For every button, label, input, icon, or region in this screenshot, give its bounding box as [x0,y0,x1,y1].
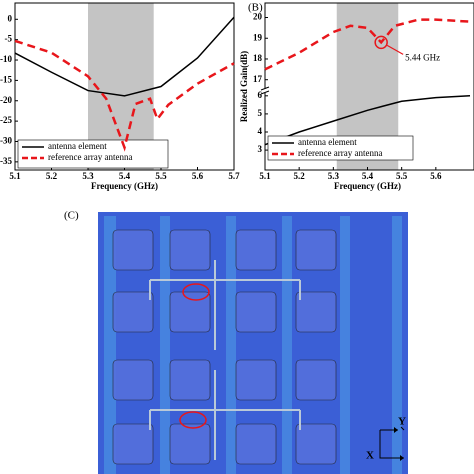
plot-frame [264,2,474,171]
y-tick-label: 4 [258,126,263,136]
panel-label: (C) [64,210,79,222]
y-tick-label: -25 [0,115,12,125]
y-tick-label: -15 [0,74,12,84]
feed-network [149,260,301,460]
axis-label: Y [398,416,406,428]
axis-break [260,86,270,95]
x-tick-label: 5.1 [259,171,271,181]
x-tick-label: 5.5 [396,171,408,181]
legend-label: reference array antenna [48,152,132,162]
series-line [14,16,235,97]
x-tick-label: 5.4 [362,171,374,181]
highlight [179,411,207,429]
x-tick-label: 5.4 [119,171,131,181]
y-tick-label: 5 [258,108,263,118]
x-tick-label: 5.2 [46,171,58,181]
annotation-pointer [386,44,404,55]
x-tick-label: 5.5 [155,171,167,181]
y-tick-label: 17 [253,74,263,84]
legend-box [17,139,169,169]
legend-label: antenna element [48,141,107,151]
x-axis-label: Frequency (GHz) [91,181,158,191]
field-streaks [104,216,402,474]
arrow-heads [394,427,404,461]
x-tick-label: 5.3 [82,171,94,181]
y-tick-label: 19 [253,32,263,42]
legend-label: antenna element [298,137,357,147]
x-axis-label: Frequency (GHz) [334,181,401,191]
y-tick-label: 0 [8,13,13,23]
y-tick-label: -5 [5,34,13,44]
y-tick-label: 6 [258,90,263,100]
annotation-marker [374,35,388,50]
patches [112,229,337,465]
axis-break [262,89,268,93]
annotation-text: 5.44 GHz [405,52,440,62]
series-line [14,39,235,152]
x-tick-label: 5.1 [9,171,21,181]
legend-label: reference array antenna [298,148,382,158]
series-line [264,95,471,146]
legend-box [267,135,414,161]
y-axis-label: Realized Gain(dB) [239,51,249,122]
x-tick-label: 5.6 [192,171,204,181]
y-tick-label: -10 [0,54,12,64]
y-tick-label: -35 [0,156,12,166]
x-tick-label: 5.6 [430,171,442,181]
y-tick-label: -20 [0,95,12,105]
y-tick-label: 18 [253,53,263,63]
y-tick-label: 20 [253,12,263,22]
field-image [98,212,408,474]
axis-label: X [366,450,374,462]
highlight [182,283,210,301]
y-tick-label: 3 [258,144,263,154]
x-tick-label: 5.7 [228,171,240,181]
y-tick-label: -30 [0,136,12,146]
series-line [264,18,471,71]
x-tick-label: 5.3 [328,171,340,181]
panel-label: (B) [248,2,263,14]
x-tick-label: 5.2 [294,171,306,181]
